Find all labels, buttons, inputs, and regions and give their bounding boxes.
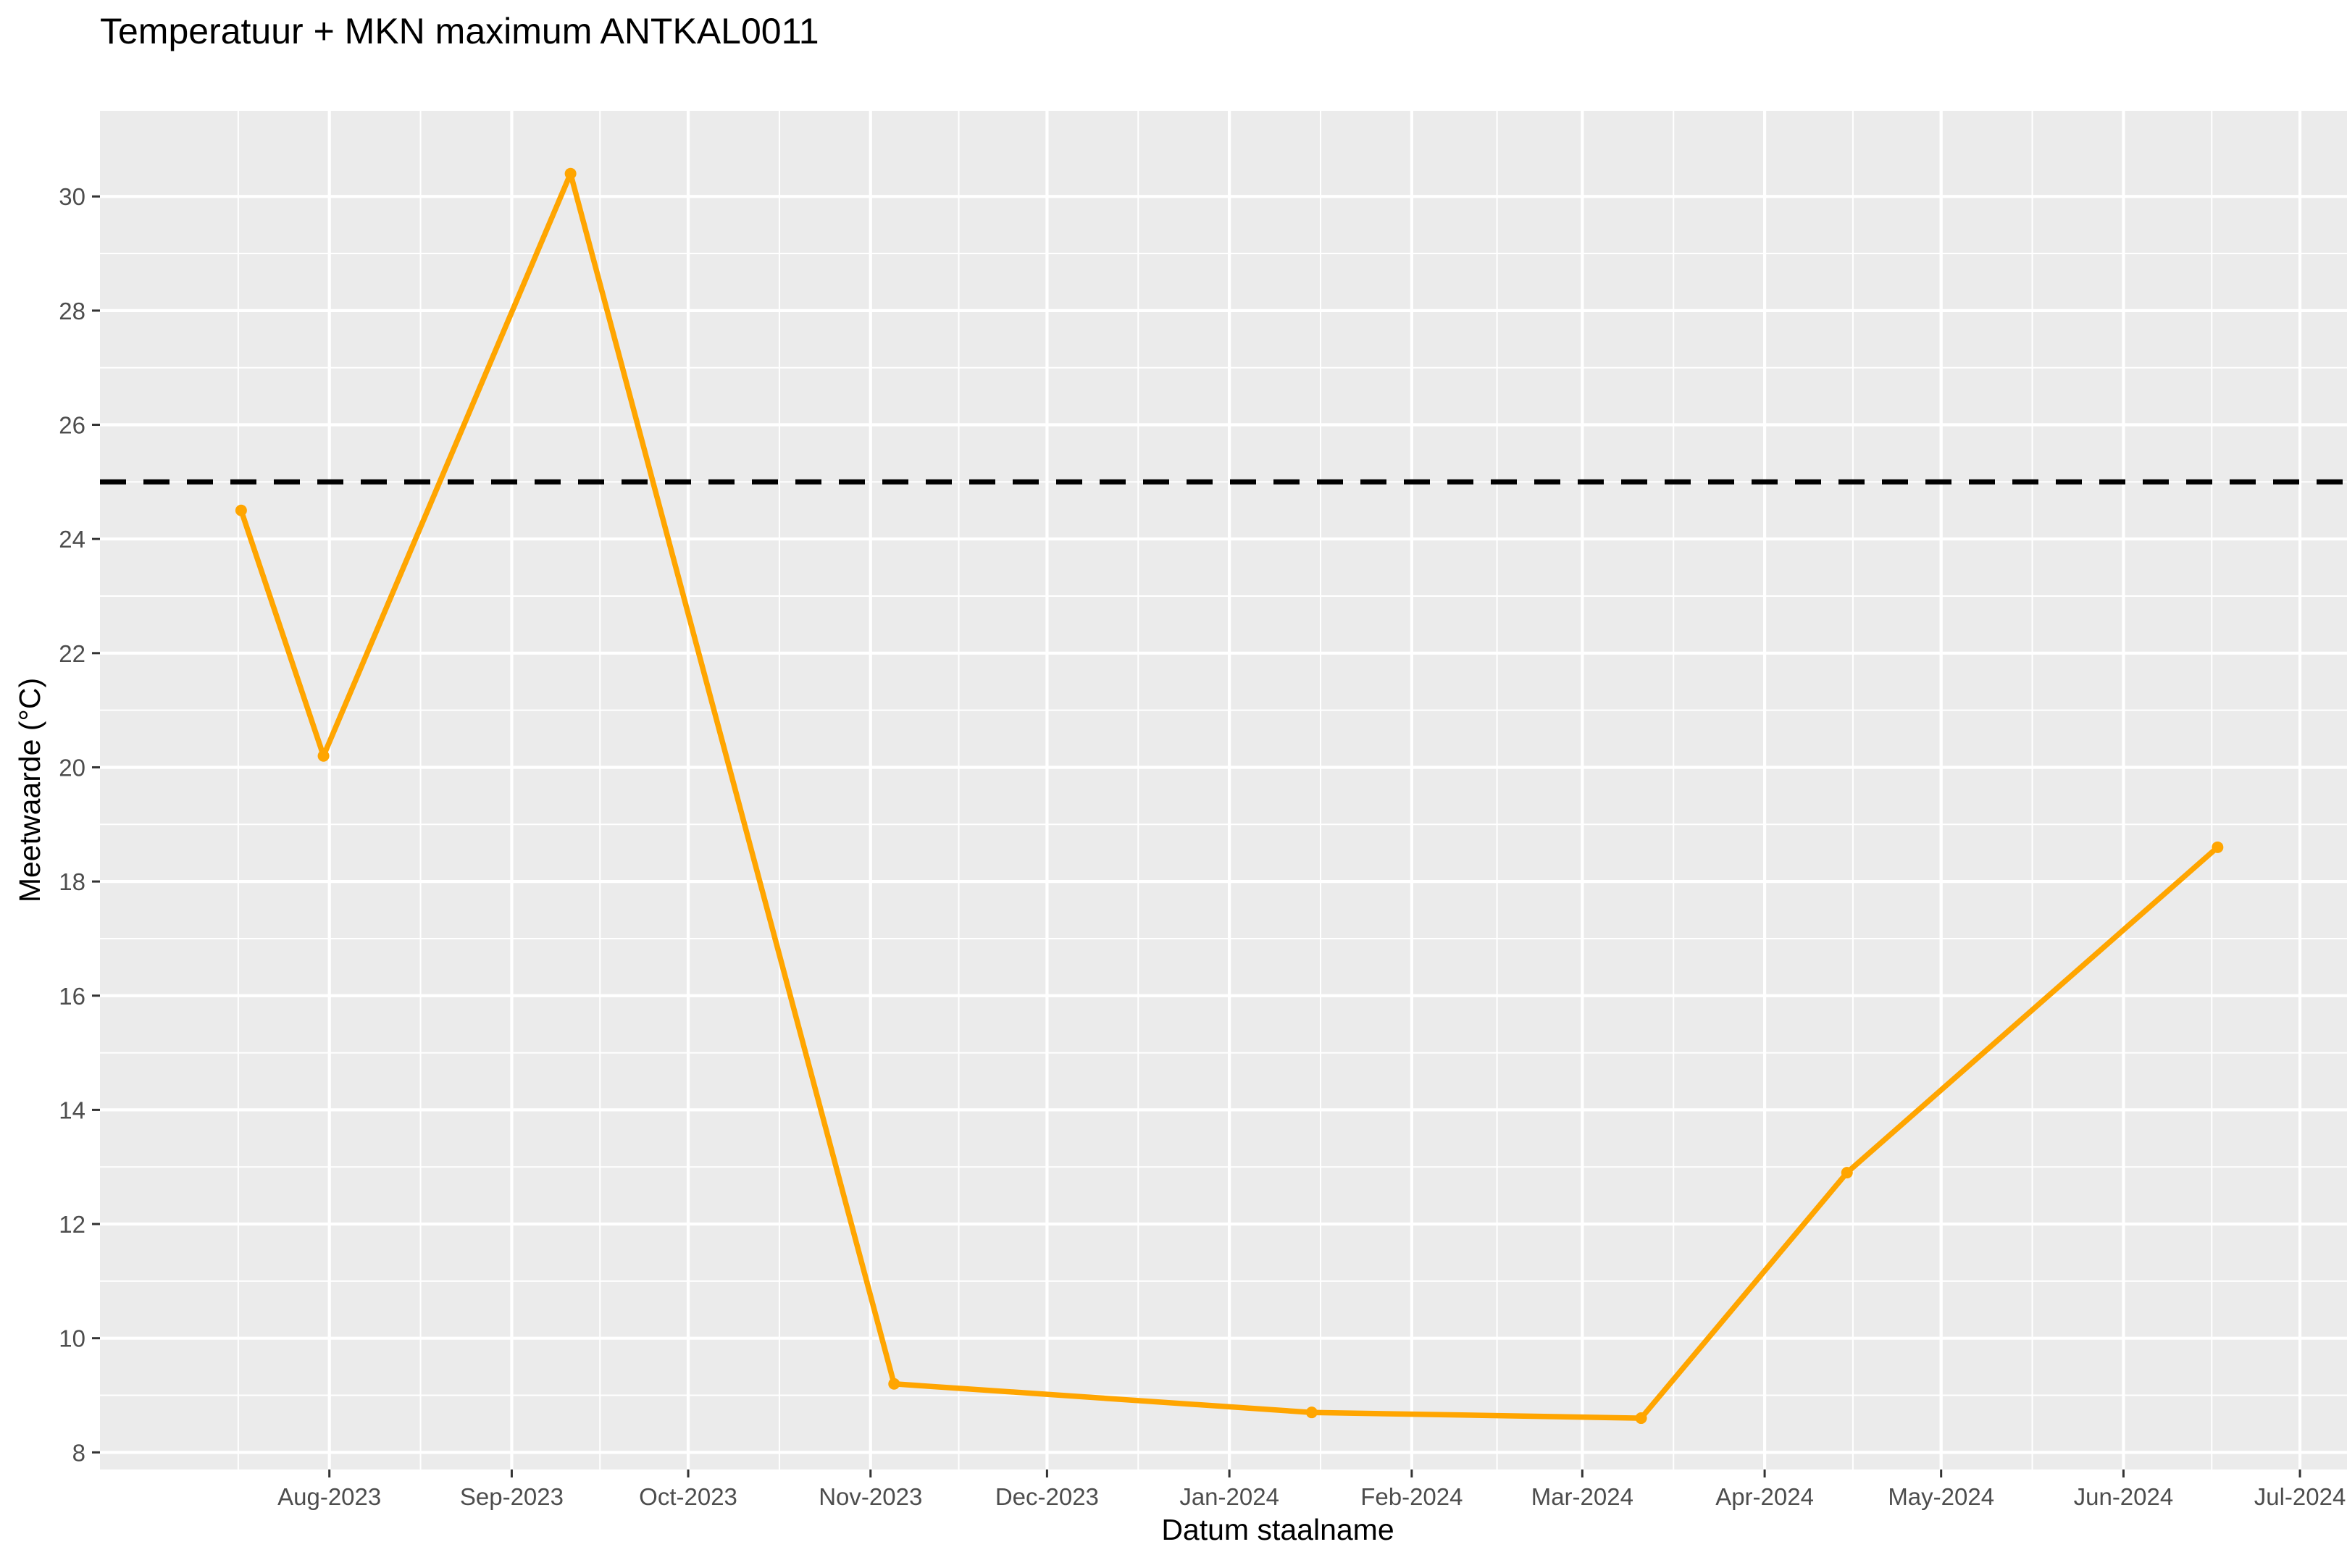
y-tick-label: 18 — [59, 868, 85, 895]
x-tick-label: Sep-2023 — [460, 1483, 564, 1510]
x-axis-ticks: Aug-2023 Sep-2023 Oct-2023 Nov-2023 Dec-2023… — [277, 1470, 2346, 1510]
x-tick-label: Jun-2024 — [2074, 1483, 2174, 1510]
y-tick-label: 22 — [59, 640, 85, 667]
data-point — [1635, 1412, 1647, 1425]
data-point — [317, 750, 330, 762]
x-tick-label: Oct-2023 — [639, 1483, 737, 1510]
series-line — [238, 170, 2220, 1421]
x-tick-label: Feb-2024 — [1360, 1483, 1463, 1510]
y-tick-label: 26 — [59, 412, 85, 439]
major-gridlines — [100, 111, 2347, 1470]
chart-title: Temperatuur + MKN maximum ANTKAL0011 — [100, 11, 819, 51]
x-tick-label: Jan-2024 — [1179, 1483, 1279, 1510]
y-tick-label: 16 — [59, 983, 85, 1010]
y-tick-label: 12 — [59, 1211, 85, 1238]
x-tick-label: May-2024 — [1888, 1483, 1994, 1510]
x-tick-label: Jul-2024 — [2254, 1483, 2346, 1510]
data-point — [1305, 1406, 1318, 1419]
data-point — [235, 504, 247, 516]
y-tick-label: 8 — [72, 1439, 85, 1466]
y-tick-label: 10 — [59, 1325, 85, 1352]
y-axis-title: Meetwaarde (°C) — [13, 678, 46, 902]
minor-gridlines — [100, 111, 2347, 1470]
series-lines — [238, 170, 2220, 1421]
data-point — [2212, 841, 2224, 853]
x-tick-label: Apr-2024 — [1715, 1483, 1814, 1510]
data-point — [564, 167, 577, 180]
y-tick-label: 24 — [59, 526, 85, 553]
plot-panel — [100, 111, 2347, 1470]
y-tick-label: 28 — [59, 298, 85, 324]
data-point — [888, 1378, 900, 1390]
series-points — [235, 167, 2224, 1425]
data-point — [1841, 1167, 1853, 1179]
x-tick-label: Aug-2023 — [277, 1483, 381, 1510]
y-axis-ticks: 8 10 12 14 16 18 20 22 24 26 28 30 — [59, 183, 100, 1466]
y-tick-label: 30 — [59, 183, 85, 210]
x-axis-title: Datum staalname — [1161, 1513, 1394, 1546]
y-tick-label: 20 — [59, 754, 85, 781]
x-tick-label: Nov-2023 — [819, 1483, 922, 1510]
x-tick-label: Dec-2023 — [995, 1483, 1099, 1510]
y-tick-label: 14 — [59, 1097, 85, 1123]
x-tick-label: Mar-2024 — [1531, 1483, 1633, 1510]
